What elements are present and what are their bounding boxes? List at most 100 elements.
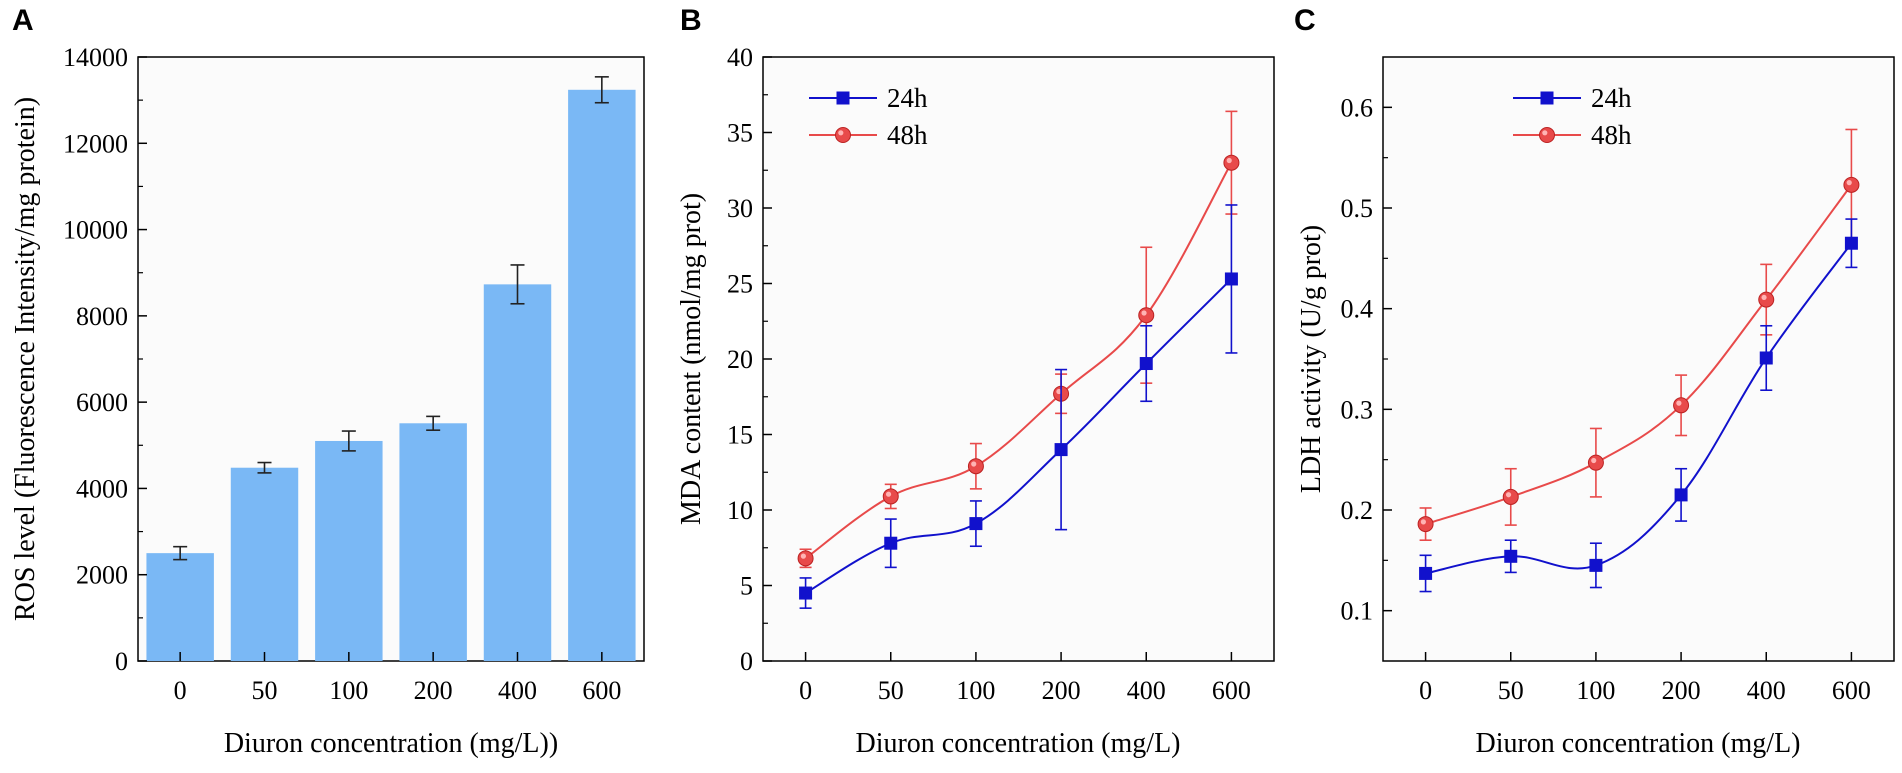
panel-c: C 0.1 0.2 0.3 0.4 0.5 0.6 0 50 100 200 400 600 24h 48…: [1294, 4, 1895, 759]
bar-400: [483, 284, 552, 661]
panel-b-point-48h: [1223, 154, 1240, 171]
panel-a-x-tick-label: 200: [414, 676, 453, 705]
panel-b-legend-label-24h: 24h: [887, 83, 928, 113]
panel-a-letter: A: [12, 4, 34, 37]
panel-c-x-tick-label: 400: [1747, 676, 1786, 705]
panel-c-x-axis-title: Diuron concentration (mg/L): [1475, 728, 1800, 759]
panel-c-point-24h: [1844, 236, 1858, 250]
bar-50: [230, 467, 299, 661]
panel-b-legend-marker-24h: [836, 91, 850, 105]
panel-b-point-48h-highlight: [885, 491, 892, 497]
panel-c-point-48h-highlight: [1505, 492, 1512, 498]
panel-b-point-48h-highlight: [800, 553, 806, 559]
panel-b-point-48h: [797, 550, 814, 567]
panel-c-point-48h: [1673, 397, 1690, 414]
panel-b-y-tick-label: 30: [727, 194, 753, 223]
panel-a-y-tick-label: 10000: [63, 216, 128, 245]
panel-c-legend-label-24h: 24h: [1591, 83, 1632, 113]
panel-a-y-axis-title: ROS level (Fluorescence Intensity/mg pro…: [10, 97, 41, 621]
panel-b-x-axis-title: Diuron concentration (mg/L): [855, 728, 1180, 759]
panel-a-marks: 0 2000 4000 6000 8000 10000 12000 14000 0 50 100 20…: [63, 43, 636, 705]
panel-b-point-24h: [969, 517, 983, 531]
panel-b-plot-frame: [762, 56, 1275, 662]
panel-a-y-tick-label: 12000: [63, 129, 128, 158]
panel-b-letter: B: [680, 4, 702, 37]
bar-600: [568, 89, 636, 661]
panel-c-x-tick-label: 200: [1662, 676, 1701, 705]
panel-b-point-24h: [1054, 443, 1068, 457]
panel-b-line-48h: [804, 162, 1233, 560]
panel-a-y-tick-label: 2000: [76, 561, 128, 590]
panel-b-point-48h-highlight: [1056, 388, 1062, 395]
panel-b-x-tick-label: 100: [956, 676, 995, 705]
panel-a-x-axis-title: Diuron concentration (mg/L)): [224, 728, 558, 759]
panel-c-point-48h-highlight: [1846, 180, 1852, 186]
panel-b-legend-marker-48h: [835, 127, 851, 143]
bar-200: [399, 423, 467, 661]
panel-a-y-tick-label: 8000: [76, 302, 128, 331]
panel-c-point-24h: [1419, 566, 1433, 580]
panel-b-point-24h: [1224, 272, 1238, 286]
panel-b-y-tick-label: 0: [740, 647, 753, 676]
panel-c-marks: 0.1 0.2 0.3 0.4 0.5 0.6 0 50 100 200 400 600 24h 48h: [1341, 83, 1871, 705]
panel-c-point-24h: [1504, 549, 1518, 563]
panel-b-y-tick-label: 15: [727, 421, 753, 450]
panel-c-y-tick-label: 0.4: [1341, 295, 1374, 324]
panel-c-legend-label-48h: 48h: [1591, 120, 1632, 150]
panel-b-point-24h: [799, 586, 813, 600]
panel-a-x-tick-label: 400: [498, 676, 537, 705]
panel-b-point-48h-highlight: [1141, 310, 1147, 316]
panel-a-x-tick-label: 50: [252, 676, 278, 705]
panel-b-point-24h: [884, 536, 898, 550]
panel-b-y-tick-label: 10: [727, 496, 753, 525]
panel-c-point-48h-highlight: [1420, 519, 1426, 525]
panel-c-x-tick-label: 50: [1498, 676, 1524, 705]
panel-c-point-48h-highlight: [1676, 400, 1682, 406]
panel-c-x-tick-label: 0: [1419, 676, 1432, 705]
panel-c-x-tick-label: 600: [1832, 676, 1871, 705]
panel-b-point-48h: [967, 458, 984, 475]
panel-b-x-tick-label: 0: [799, 676, 812, 705]
panel-a-plot-frame: [137, 56, 645, 662]
panel-b-y-tick-label: 40: [727, 43, 753, 72]
panel-b-point-48h: [882, 488, 899, 505]
panel-c-y-axis-title: LDH activity (U/g prot): [1296, 225, 1327, 493]
panel-b-point-24h: [1139, 357, 1153, 371]
panel-c-plot-frame: [1382, 56, 1895, 662]
panel-a-y-tick-label: 14000: [63, 43, 128, 72]
panel-c-x-tick-label: 100: [1576, 676, 1615, 705]
panel-b-legend-label-48h: 48h: [887, 120, 928, 150]
panel-c-point-24h: [1589, 558, 1603, 572]
bar-100: [315, 440, 383, 661]
panel-c-point-48h: [1843, 176, 1860, 193]
panel-b-y-axis-title: MDA content (nmol/mg prot): [676, 193, 707, 525]
panel-c-y-tick-label: 0.2: [1341, 496, 1374, 525]
panel-b-y-tick-label: 5: [740, 572, 753, 601]
panel-a-x-tick-label: 100: [329, 676, 368, 705]
panel-b-point-48h-highlight: [1226, 157, 1232, 164]
panel-b-legend-marker-48h-highlight: [838, 130, 844, 136]
panel-b-x-tick-label: 600: [1212, 676, 1251, 705]
panel-a-y-tick-label: 6000: [76, 388, 128, 417]
panel-a-y-tick-label: 4000: [76, 474, 128, 503]
panel-b-point-48h: [1138, 307, 1155, 324]
panel-c-point-48h: [1417, 516, 1434, 533]
panel-b-y-tick-label: 20: [727, 345, 753, 374]
panel-c-legend-marker-24h: [1540, 91, 1554, 105]
panel-c-legend-marker-48h-highlight: [1542, 130, 1548, 136]
panel-c-letter: C: [1294, 4, 1316, 37]
panel-c-point-48h: [1758, 291, 1775, 308]
panel-b-x-tick-label: 200: [1042, 676, 1081, 705]
panel-c-point-48h: [1587, 454, 1604, 471]
panel-c-y-tick-label: 0.3: [1341, 395, 1374, 424]
panel-c-point-24h: [1674, 488, 1688, 502]
panel-c-legend-marker-48h: [1539, 127, 1555, 143]
panel-b-y-tick-label: 35: [727, 119, 753, 148]
panel-b-x-tick-label: 50: [878, 676, 904, 705]
panel-c-y-tick-label: 0.1: [1341, 597, 1374, 626]
panel-c-y-tick-label: 0.6: [1341, 93, 1374, 122]
panel-b-y-tick-label: 25: [727, 270, 753, 299]
